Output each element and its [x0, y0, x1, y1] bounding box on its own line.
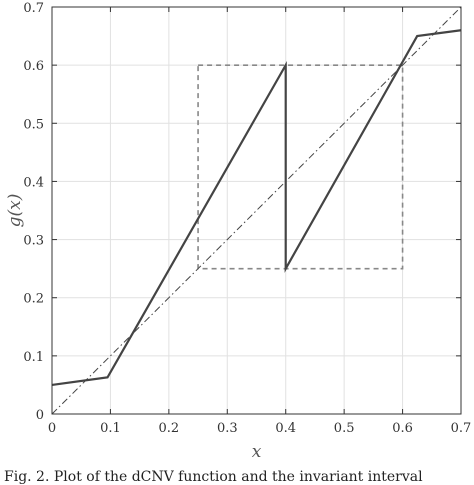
- x-tick-label: 0.7: [451, 421, 472, 436]
- function-line: [51, 29, 462, 387]
- x-tick-label: 0.1: [100, 421, 121, 436]
- y-tick-label: 0.4: [23, 175, 44, 190]
- y-tick-label: 0.6: [23, 59, 44, 74]
- dashed-rectangle: [197, 64, 404, 270]
- y-tick-label: 0.7: [23, 1, 44, 16]
- x-axis-label: x: [252, 442, 262, 462]
- y-tick-label: 0.3: [23, 234, 44, 249]
- x-tick-label: 0.6: [392, 421, 413, 436]
- identity-line: [51, 6, 462, 415]
- axis-ticks: 0 0.1 0.2 0.3 0.4 0.5 0.6 0.7 0 0.1 0.2 0.3 0.4 0.5 0.…: [23, 1, 471, 436]
- invariant-interval-box: [197, 64, 404, 270]
- y-tick-label: 0: [36, 408, 44, 423]
- figure-caption: Fig. 2. Plot of the dCNV function and th…: [4, 469, 423, 485]
- y-tick-label: 0.5: [23, 117, 44, 132]
- plot-frame: [51, 6, 462, 415]
- x-tick-label: 0: [48, 421, 56, 436]
- x-tick-label: 0.5: [334, 421, 355, 436]
- y-tick-label: 0.2: [23, 292, 44, 307]
- x-tick-label: 0.3: [217, 421, 238, 436]
- y-axis-label: g(x): [5, 194, 25, 228]
- x-tick-label: 0.4: [275, 421, 296, 436]
- x-tick-label: 0.2: [159, 421, 180, 436]
- data-series: [51, 6, 462, 415]
- y-tick-label: 0.1: [23, 350, 44, 365]
